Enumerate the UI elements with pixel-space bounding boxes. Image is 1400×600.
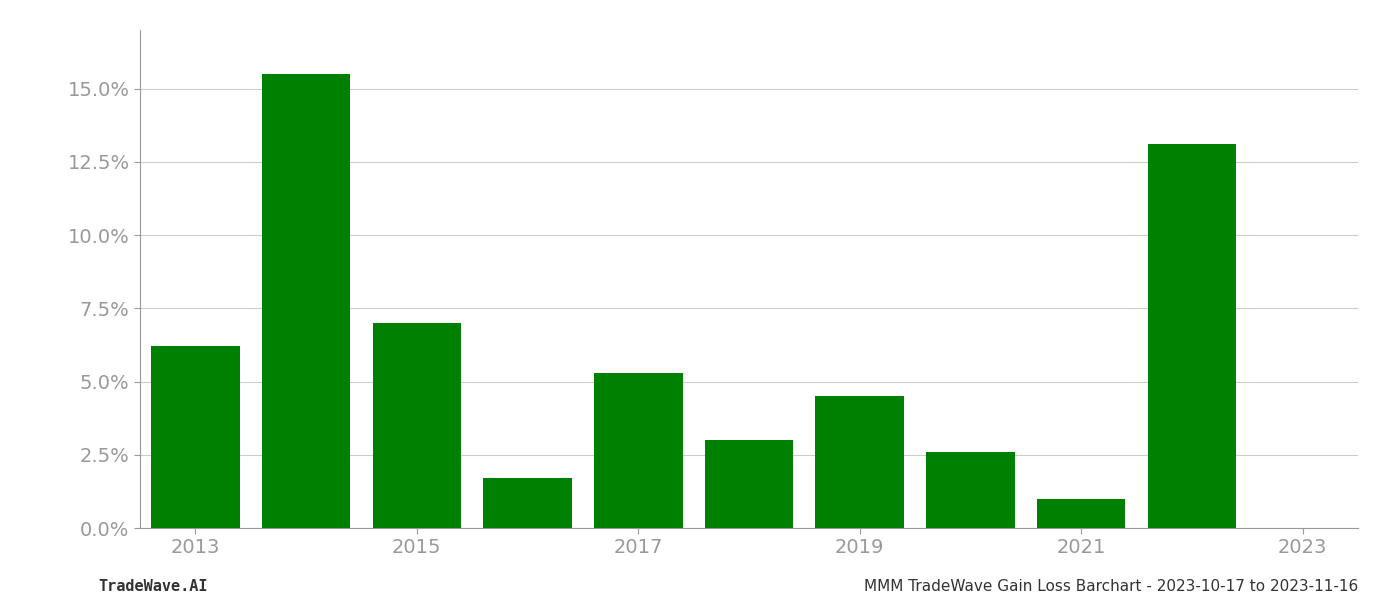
Bar xyxy=(1148,144,1236,528)
Bar xyxy=(1037,499,1126,528)
Text: TradeWave.AI: TradeWave.AI xyxy=(98,579,207,594)
Bar xyxy=(483,478,571,528)
Bar xyxy=(262,74,350,528)
Bar xyxy=(372,323,461,528)
Text: MMM TradeWave Gain Loss Barchart - 2023-10-17 to 2023-11-16: MMM TradeWave Gain Loss Barchart - 2023-… xyxy=(864,579,1358,594)
Bar xyxy=(594,373,683,528)
Bar xyxy=(704,440,794,528)
Bar xyxy=(815,396,904,528)
Bar xyxy=(927,452,1015,528)
Bar xyxy=(151,346,239,528)
